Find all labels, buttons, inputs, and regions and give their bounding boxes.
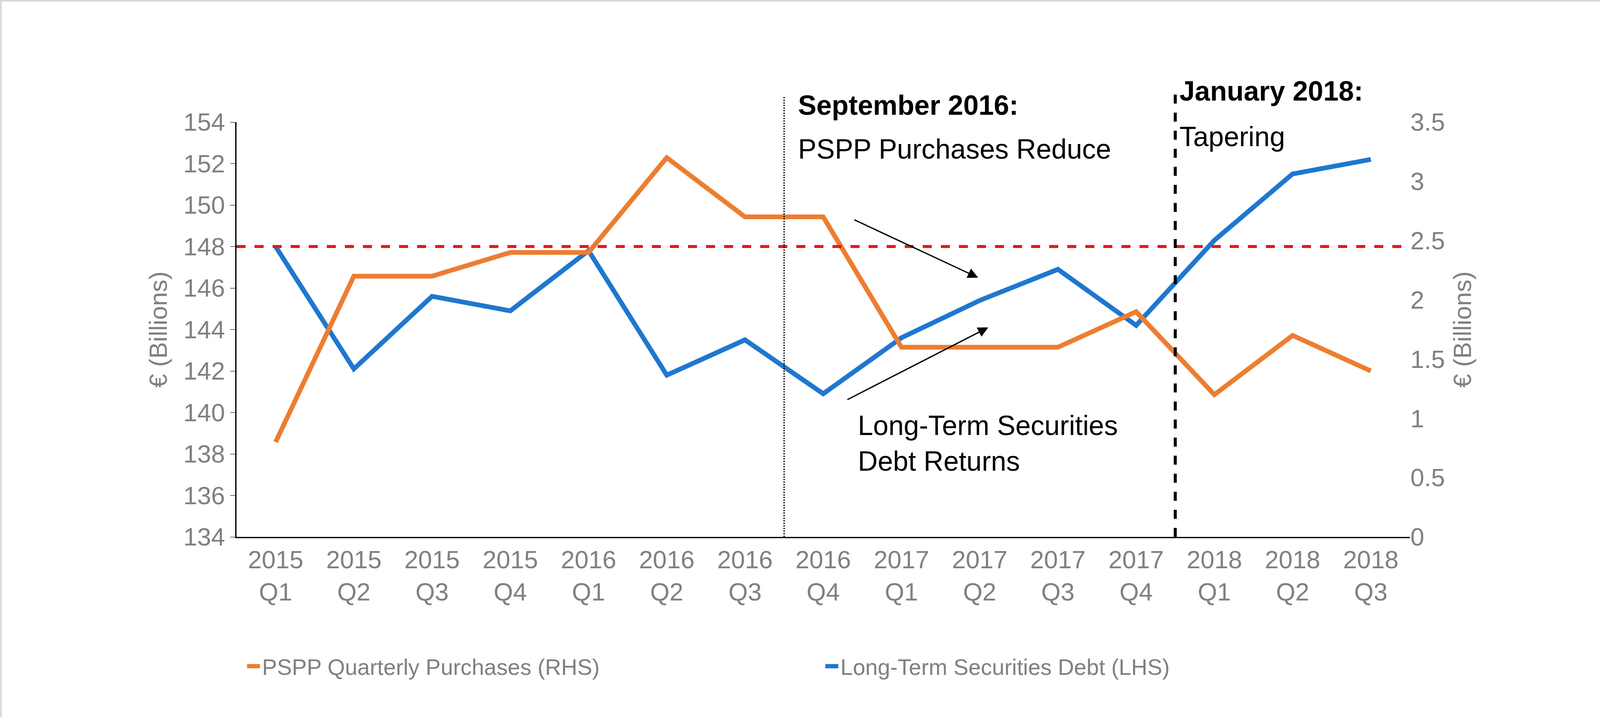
svg-text:0.5: 0.5 [1410, 463, 1446, 492]
svg-text:1: 1 [1410, 404, 1425, 433]
svg-text:142: 142 [183, 356, 226, 385]
svg-text:2016Q3: 2016Q3 [717, 545, 773, 606]
svg-text:2015Q4: 2015Q4 [482, 545, 538, 606]
svg-text:2: 2 [1410, 285, 1425, 314]
svg-text:€ (Billions): € (Billions) [144, 271, 172, 388]
svg-text:134: 134 [183, 522, 226, 551]
svg-text:€ (Billions): € (Billions) [1448, 271, 1477, 388]
svg-text:2015Q3: 2015Q3 [404, 545, 460, 606]
svg-text:152: 152 [183, 149, 226, 178]
svg-text:2017Q3: 2017Q3 [1030, 545, 1086, 606]
svg-text:2015Q2: 2015Q2 [325, 545, 382, 606]
svg-text:138: 138 [183, 439, 226, 468]
svg-text:September 2016:: September 2016: [798, 89, 1019, 121]
svg-text:PSPP Purchases Reduce: PSPP Purchases Reduce [798, 133, 1112, 165]
svg-text:Long-Term Securities Debt (LHS: Long-Term Securities Debt (LHS) [840, 654, 1171, 680]
svg-text:1.5: 1.5 [1410, 345, 1446, 374]
svg-text:154: 154 [183, 107, 226, 136]
svg-text:2.5: 2.5 [1410, 226, 1446, 255]
svg-text:148: 148 [183, 232, 226, 261]
svg-text:3.5: 3.5 [1410, 107, 1446, 136]
svg-text:2016Q1: 2016Q1 [560, 545, 617, 606]
svg-text:150: 150 [183, 190, 226, 219]
svg-text:144: 144 [183, 315, 226, 344]
svg-text:136: 136 [183, 481, 226, 510]
svg-text:2018Q3: 2018Q3 [1343, 545, 1399, 606]
svg-text:PSPP Quarterly Purchases (RHS): PSPP Quarterly Purchases (RHS) [262, 654, 600, 680]
svg-text:Tapering: Tapering [1179, 121, 1286, 153]
svg-text:2015Q1: 2015Q1 [247, 545, 304, 606]
svg-text:2016Q2: 2016Q2 [638, 545, 695, 606]
svg-text:2017Q2: 2017Q2 [952, 545, 1008, 606]
svg-text:2017Q1: 2017Q1 [873, 545, 930, 606]
svg-text:146: 146 [183, 273, 226, 302]
svg-text:2018Q2: 2018Q2 [1265, 545, 1321, 606]
svg-text:2017Q4: 2017Q4 [1108, 545, 1164, 606]
svg-text:3: 3 [1410, 167, 1425, 196]
svg-text:January 2018:: January 2018: [1179, 75, 1364, 107]
svg-text:0: 0 [1410, 522, 1425, 551]
svg-text:2016Q4: 2016Q4 [795, 545, 851, 606]
svg-text:140: 140 [183, 398, 226, 427]
svg-text:Long-Term SecuritiesDebt Retur: Long-Term SecuritiesDebt Returns [857, 410, 1118, 477]
svg-text:2018Q1: 2018Q1 [1186, 545, 1243, 606]
